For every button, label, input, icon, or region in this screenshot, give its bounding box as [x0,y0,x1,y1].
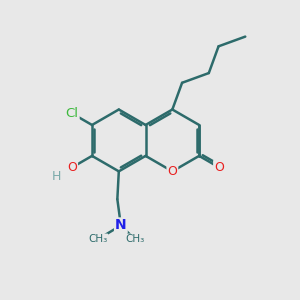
Text: O: O [67,161,77,174]
Text: O: O [214,161,224,174]
Text: CH₃: CH₃ [125,234,144,244]
Text: N: N [115,218,127,233]
Text: Cl: Cl [66,107,79,120]
Text: H: H [52,170,61,183]
Text: O: O [167,165,177,178]
Text: CH₃: CH₃ [88,234,107,244]
